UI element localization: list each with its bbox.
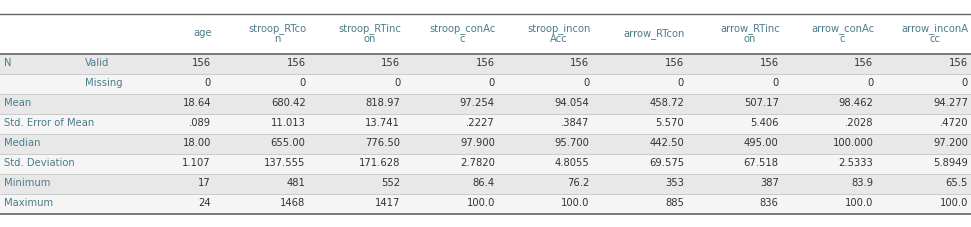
- Text: 67.518: 67.518: [744, 158, 779, 168]
- Text: 0: 0: [205, 79, 211, 89]
- Text: Maximum: Maximum: [4, 198, 53, 209]
- Bar: [0, 193, 971, 214]
- Text: 65.5: 65.5: [946, 178, 968, 188]
- Text: 552: 552: [381, 178, 400, 188]
- Text: 100.0: 100.0: [940, 198, 968, 209]
- Text: .4720: .4720: [940, 118, 968, 128]
- Text: 1468: 1468: [281, 198, 306, 209]
- Text: 18.64: 18.64: [183, 99, 211, 109]
- Text: 836: 836: [760, 198, 779, 209]
- Text: Std. Deviation: Std. Deviation: [4, 158, 75, 168]
- Text: 156: 156: [570, 59, 589, 69]
- Bar: [0, 74, 971, 94]
- Text: 818.97: 818.97: [365, 99, 400, 109]
- Text: arrow_conAc
c: arrow_conAc c: [811, 23, 874, 44]
- Text: 0: 0: [299, 79, 306, 89]
- Text: 495.00: 495.00: [744, 138, 779, 148]
- Text: 98.462: 98.462: [839, 99, 873, 109]
- Text: Minimum: Minimum: [4, 178, 50, 188]
- Text: 0: 0: [867, 79, 873, 89]
- Text: 2.5333: 2.5333: [839, 158, 873, 168]
- Text: 156: 156: [665, 59, 685, 69]
- Text: .2028: .2028: [845, 118, 873, 128]
- Text: 156: 156: [286, 59, 306, 69]
- Text: 387: 387: [760, 178, 779, 188]
- Text: 5.570: 5.570: [655, 118, 685, 128]
- Text: 0: 0: [961, 79, 968, 89]
- Text: 83.9: 83.9: [852, 178, 873, 188]
- Text: 2.7820: 2.7820: [460, 158, 495, 168]
- Text: 11.013: 11.013: [271, 118, 306, 128]
- Text: 171.628: 171.628: [359, 158, 400, 168]
- Bar: [0, 13, 971, 54]
- Text: 24: 24: [198, 198, 211, 209]
- Text: 137.555: 137.555: [264, 158, 306, 168]
- Text: Median: Median: [4, 138, 41, 148]
- Text: 86.4: 86.4: [473, 178, 495, 188]
- Text: 0: 0: [488, 79, 495, 89]
- Text: 0: 0: [394, 79, 400, 89]
- Text: 0: 0: [584, 79, 589, 89]
- Text: .089: .089: [189, 118, 211, 128]
- Text: 94.277: 94.277: [933, 99, 968, 109]
- Text: 4.8055: 4.8055: [554, 158, 589, 168]
- Text: 18.00: 18.00: [183, 138, 211, 148]
- Text: N: N: [4, 59, 12, 69]
- Text: Missing: Missing: [84, 79, 122, 89]
- Text: 17: 17: [198, 178, 211, 188]
- Text: age: age: [193, 29, 212, 39]
- Text: 885: 885: [665, 198, 685, 209]
- Text: 1417: 1417: [375, 198, 400, 209]
- Text: 100.000: 100.000: [832, 138, 873, 148]
- Bar: [0, 94, 971, 114]
- Text: 353: 353: [665, 178, 685, 188]
- Text: 69.575: 69.575: [649, 158, 685, 168]
- Text: 458.72: 458.72: [650, 99, 685, 109]
- Text: stroop_conAc
c: stroop_conAc c: [429, 23, 496, 44]
- Text: Std. Error of Mean: Std. Error of Mean: [4, 118, 94, 128]
- Bar: [0, 133, 971, 153]
- Text: 0: 0: [678, 79, 685, 89]
- Text: 655.00: 655.00: [271, 138, 306, 148]
- Text: 776.50: 776.50: [365, 138, 400, 148]
- Text: 680.42: 680.42: [271, 99, 306, 109]
- Text: 100.0: 100.0: [466, 198, 495, 209]
- Text: 0: 0: [773, 79, 779, 89]
- Text: 97.200: 97.200: [933, 138, 968, 148]
- Bar: [0, 153, 971, 173]
- Text: 100.0: 100.0: [561, 198, 589, 209]
- Text: 95.700: 95.700: [554, 138, 589, 148]
- Text: 100.0: 100.0: [845, 198, 873, 209]
- Text: 76.2: 76.2: [567, 178, 589, 188]
- Text: 13.741: 13.741: [365, 118, 400, 128]
- Text: 5.8949: 5.8949: [933, 158, 968, 168]
- Text: 156: 156: [854, 59, 873, 69]
- Bar: [0, 54, 971, 74]
- Text: 156: 156: [476, 59, 495, 69]
- Text: 156: 156: [949, 59, 968, 69]
- Text: arrow_inconA
cc: arrow_inconA cc: [902, 23, 969, 44]
- Text: 442.50: 442.50: [650, 138, 685, 148]
- Text: 1.107: 1.107: [183, 158, 211, 168]
- Text: 156: 156: [759, 59, 779, 69]
- Text: 97.900: 97.900: [460, 138, 495, 148]
- Text: Mean: Mean: [4, 99, 31, 109]
- Text: 94.054: 94.054: [554, 99, 589, 109]
- Text: stroop_incon
Acc: stroop_incon Acc: [527, 23, 590, 44]
- Text: 156: 156: [192, 59, 211, 69]
- Text: Valid: Valid: [84, 59, 109, 69]
- Text: 97.254: 97.254: [460, 99, 495, 109]
- Text: stroop_RTco
n: stroop_RTco n: [249, 23, 307, 44]
- Text: stroop_RTinc
on: stroop_RTinc on: [338, 23, 401, 44]
- Text: .3847: .3847: [561, 118, 589, 128]
- Text: 5.406: 5.406: [751, 118, 779, 128]
- Bar: [0, 173, 971, 193]
- Text: 156: 156: [381, 59, 400, 69]
- Text: 481: 481: [286, 178, 306, 188]
- Text: arrow_RTinc
on: arrow_RTinc on: [720, 23, 780, 44]
- Text: arrow_RTcon: arrow_RTcon: [623, 28, 686, 39]
- Bar: [0, 114, 971, 133]
- Text: 507.17: 507.17: [744, 99, 779, 109]
- Text: .2227: .2227: [466, 118, 495, 128]
